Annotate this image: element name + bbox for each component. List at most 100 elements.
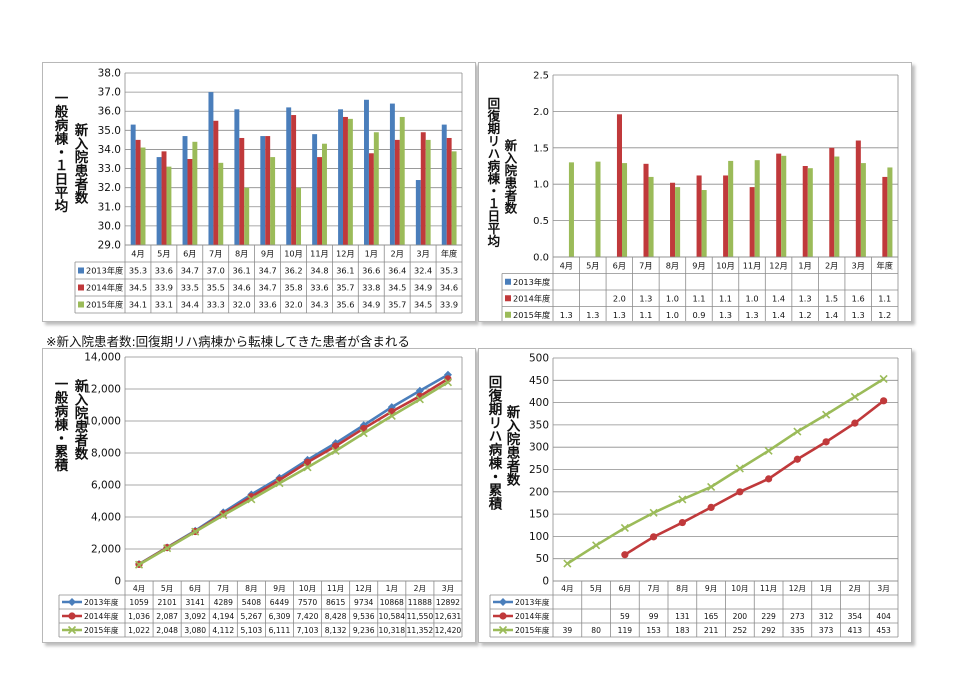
bar <box>622 163 628 257</box>
bar <box>670 182 676 257</box>
data-label: 35.7 <box>336 283 354 293</box>
data-label: 35.7 <box>388 300 406 310</box>
x-tick-label: 12月 <box>336 249 355 259</box>
bar <box>616 114 622 257</box>
data-label: 10,584 <box>379 612 406 621</box>
legend-entry: 2014年度 <box>84 611 119 621</box>
data-label: 34.9 <box>414 283 432 293</box>
x-tick-label: 11月 <box>760 584 777 593</box>
data-point-marker <box>678 518 686 527</box>
bar <box>425 139 431 245</box>
x-tick-label: 1月 <box>798 260 811 270</box>
data-label: 1.1 <box>878 293 891 303</box>
x-tick-label: 1月 <box>365 249 378 259</box>
data-label: 10868 <box>380 598 404 607</box>
bar <box>389 103 395 245</box>
x-tick-label: 9月 <box>692 260 705 270</box>
data-label: 33.1 <box>155 300 173 310</box>
data-point-marker <box>793 455 801 463</box>
data-point-marker <box>498 625 508 635</box>
data-label: 34.8 <box>310 266 328 276</box>
data-point-marker <box>67 625 77 635</box>
bar <box>648 176 654 257</box>
bar <box>208 92 214 245</box>
x-tick-label: 5月 <box>157 249 170 259</box>
x-tick-label: 5月 <box>590 584 602 593</box>
y-tick-label: 29.0 <box>98 240 121 252</box>
data-label: 211 <box>704 626 719 635</box>
bar <box>696 175 702 257</box>
y-tick-label: 6,000 <box>91 480 121 492</box>
data-label: 373 <box>819 626 834 635</box>
chart-svg: 0 2,000 4,000 6,000 8,000 10,000 12,000 14,000 4… <box>58 352 463 638</box>
x-tick-label: 年度 <box>877 260 893 270</box>
data-label: 292 <box>761 626 776 635</box>
data-point-marker <box>360 424 368 433</box>
data-label: 1.4 <box>772 293 785 303</box>
data-label: 36.6 <box>362 266 380 276</box>
data-point-marker <box>191 527 200 536</box>
x-tick-label: 8月 <box>666 260 679 270</box>
y-tick-label: 0.0 <box>533 253 549 264</box>
data-label: 39 <box>563 626 573 635</box>
legend-key <box>505 278 511 285</box>
legend-entry: 2015年度 <box>513 310 550 320</box>
series-line <box>138 381 449 566</box>
bar <box>244 187 250 245</box>
data-label: 34.4 <box>181 300 199 310</box>
data-label: 36.4 <box>388 266 406 276</box>
data-label: 1.6 <box>852 293 865 303</box>
x-tick-label: 4月 <box>133 584 145 593</box>
legend-key <box>78 301 84 308</box>
data-label: 1.3 <box>586 310 599 320</box>
legend-entry: 2013年度 <box>513 277 550 287</box>
x-tick-label: 12月 <box>355 584 372 593</box>
bar <box>218 162 224 245</box>
data-point-marker <box>68 612 76 620</box>
y-tick-label: 400 <box>529 397 549 409</box>
data-label: 33.9 <box>155 283 173 293</box>
data-label: 3,080 <box>184 626 206 635</box>
data-point-marker <box>707 482 716 491</box>
y-tick-label: 500 <box>529 353 549 365</box>
data-point-marker <box>678 495 687 504</box>
data-label: 33.6 <box>310 283 328 293</box>
data-label: 312 <box>819 612 834 621</box>
data-label: 4,112 <box>212 626 234 635</box>
data-point-marker <box>822 438 830 446</box>
data-label: 59 <box>620 612 630 621</box>
data-point-marker <box>650 533 658 541</box>
y-tick-label: 350 <box>529 419 549 431</box>
chart-svg: 0 50 100 150 200 250 300 350 400 450 500 4月 5月 6月 7月 8月… <box>489 353 899 638</box>
bar <box>829 147 835 257</box>
bar <box>887 167 893 257</box>
data-label: 1.0 <box>746 293 759 303</box>
data-label: 34.7 <box>181 266 199 276</box>
legend-key <box>505 311 511 318</box>
data-point-marker <box>443 378 453 387</box>
data-label: 35.3 <box>129 266 147 276</box>
x-tick-label: 4月 <box>131 249 144 259</box>
data-label: 453 <box>876 626 891 635</box>
data-point-marker <box>563 559 572 568</box>
data-label: 1.3 <box>560 310 573 320</box>
y-axis-title-sub: 新入院患者数 <box>502 139 518 214</box>
data-label: 36.2 <box>284 266 302 276</box>
data-label: 33.5 <box>181 283 199 293</box>
footnote: ※新入院患者数:回復期リハ病棟から転棟してきた患者が含まれる <box>46 334 410 349</box>
data-label: 2101 <box>157 598 176 607</box>
x-tick-label: 年度 <box>441 249 457 259</box>
data-label: 153 <box>646 626 661 635</box>
y-tick-label: 32.0 <box>98 182 121 194</box>
y-tick-label: 31.0 <box>98 201 121 213</box>
bar <box>451 151 457 245</box>
data-label: 1.1 <box>639 310 652 320</box>
y-tick-label: 0.5 <box>533 216 549 227</box>
legend-entry: 2013年度 <box>86 266 123 276</box>
data-label: 404 <box>876 612 891 621</box>
y-tick-label: 14,000 <box>84 352 121 364</box>
data-label: 99 <box>649 612 659 621</box>
data-label: 1.2 <box>799 310 812 320</box>
data-point-marker <box>332 442 340 450</box>
bar <box>296 187 302 245</box>
